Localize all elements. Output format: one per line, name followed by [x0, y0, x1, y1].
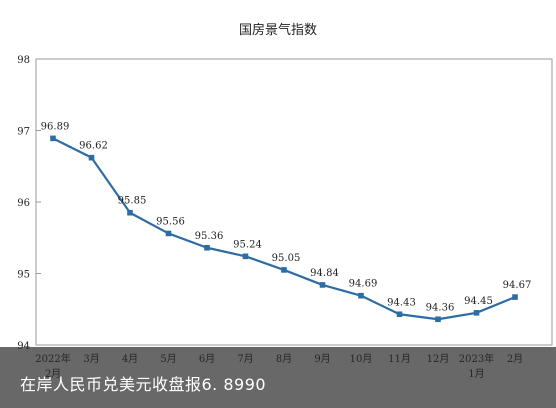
data-label: 94.36 [426, 302, 455, 313]
data-label: 96.89 [41, 121, 70, 132]
data-label: 96.62 [79, 141, 108, 152]
y-tick-label: 95 [17, 270, 30, 281]
data-point [358, 292, 364, 299]
data-point [281, 267, 287, 273]
y-axis: 94 95 96 97 98 [17, 55, 41, 352]
y-tick-label: 97 [17, 127, 30, 138]
data-point [319, 282, 326, 288]
data-point [435, 316, 441, 323]
data-point [88, 154, 95, 161]
data-label: 95.24 [233, 239, 262, 250]
series-line [50, 135, 518, 323]
data-point [127, 209, 133, 216]
data-label: 94.45 [464, 296, 493, 307]
y-tick-label: 94 [17, 341, 30, 352]
data-point [50, 135, 56, 142]
data-label: 94.43 [387, 297, 416, 308]
series-path [52, 137, 516, 321]
data-label: 95.36 [195, 231, 224, 242]
data-label: 95.56 [156, 216, 185, 227]
data-label: 95.85 [118, 196, 147, 207]
data-labels: 96.89 96.62 95.85 95.56 95.36 95.24 95.05 94.84… [41, 121, 532, 313]
data-point [165, 230, 172, 237]
y-tick-label: 96 [17, 198, 30, 209]
data-label: 95.05 [272, 253, 301, 264]
data-label: 94.67 [503, 280, 532, 291]
data-point [473, 310, 480, 316]
caption-overlay [0, 347, 556, 408]
data-point [512, 294, 518, 300]
data-label: 94.69 [349, 279, 378, 290]
chart-title: 国房景气指数 [239, 22, 317, 38]
data-point [204, 244, 210, 251]
data-point [396, 311, 403, 318]
data-label: 94.84 [310, 268, 339, 279]
data-point [242, 253, 249, 260]
y-tick-label: 98 [17, 55, 30, 66]
caption-text: 在岸人民币兑美元收盘报6. 8990 [20, 375, 267, 394]
